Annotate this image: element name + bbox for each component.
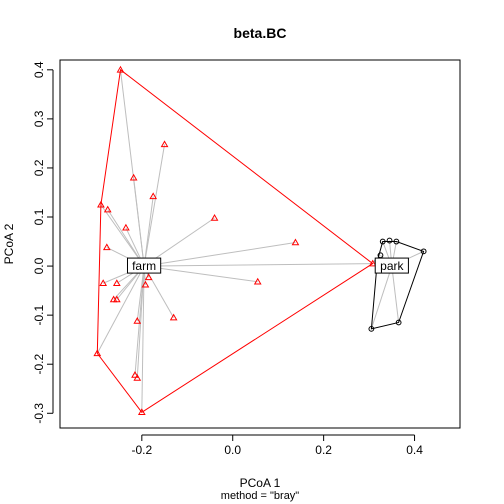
point-farm bbox=[97, 200, 105, 208]
point-farm bbox=[103, 205, 112, 213]
y-tick-label: 0.3 bbox=[32, 110, 46, 127]
point-farm bbox=[93, 349, 102, 357]
point-farm bbox=[160, 140, 169, 148]
group-hulls bbox=[96, 68, 425, 413]
point-park bbox=[393, 238, 400, 245]
spider-lines bbox=[96, 69, 424, 413]
point-park bbox=[386, 237, 393, 244]
point-park bbox=[395, 319, 402, 326]
x-tick-label: 0.0 bbox=[224, 443, 241, 457]
y-tick-label: 0.4 bbox=[32, 61, 46, 78]
method-subtitle: method = "bray" bbox=[221, 490, 300, 502]
y-tick-label: 0.0 bbox=[32, 257, 46, 274]
point-farm bbox=[253, 277, 262, 285]
group-label-box-park bbox=[374, 257, 409, 274]
spider-line-farm bbox=[100, 204, 145, 267]
point-farm bbox=[133, 317, 142, 324]
point-farm bbox=[210, 213, 219, 221]
spider-line-park bbox=[391, 266, 400, 323]
x-tick-label: -0.2 bbox=[131, 443, 152, 457]
y-tick-label: 0.1 bbox=[32, 208, 46, 225]
spider-line-park bbox=[370, 265, 393, 330]
x-axis-label: PCoA 1 bbox=[240, 476, 281, 490]
x-tick-label: 0.2 bbox=[315, 443, 332, 457]
x-tick-label: 0.4 bbox=[406, 443, 423, 457]
spider-line-farm bbox=[143, 144, 166, 267]
spider-line-farm bbox=[144, 263, 373, 267]
point-farm bbox=[144, 273, 153, 281]
point-farm bbox=[122, 223, 130, 231]
spider-line-farm bbox=[96, 265, 145, 354]
y-axis-label: PCoA 2 bbox=[2, 223, 16, 264]
point-farm bbox=[99, 279, 108, 287]
point-farm bbox=[169, 313, 178, 321]
point-farm bbox=[116, 65, 125, 73]
hull-farm bbox=[96, 68, 374, 413]
y-tick-label: -0.1 bbox=[32, 304, 46, 325]
point-farm bbox=[149, 192, 158, 200]
chart-title: beta.BC bbox=[234, 25, 287, 41]
point-farm bbox=[131, 371, 139, 378]
point-farm bbox=[112, 279, 121, 287]
point-park bbox=[368, 325, 375, 332]
spider-line-farm bbox=[144, 265, 258, 283]
point-farm bbox=[112, 295, 121, 303]
point-farm bbox=[133, 373, 142, 381]
point-farm bbox=[141, 280, 150, 288]
point-farm bbox=[102, 243, 111, 251]
point-farm bbox=[368, 259, 377, 267]
point-park bbox=[379, 238, 386, 245]
plot-frame bbox=[59, 59, 461, 429]
point-farm bbox=[291, 238, 300, 246]
y-tick-label: -0.2 bbox=[32, 354, 46, 375]
group-labels: farm park bbox=[126, 257, 409, 274]
spider-line-farm bbox=[133, 177, 145, 267]
point-farm bbox=[129, 173, 138, 181]
point-farm bbox=[137, 408, 146, 416]
group-label-box-farm bbox=[126, 257, 162, 274]
y-tick-label: -0.3 bbox=[32, 403, 46, 424]
spider-line-farm bbox=[141, 266, 145, 413]
y-tick-label: 0.2 bbox=[32, 159, 46, 176]
spider-line-farm bbox=[107, 209, 145, 267]
spider-line-farm bbox=[136, 266, 145, 378]
spider-line-farm bbox=[144, 242, 296, 267]
point-park bbox=[420, 248, 427, 255]
spider-line-farm bbox=[143, 196, 154, 267]
group-label-farm: farm bbox=[132, 259, 156, 273]
group-label-park: park bbox=[380, 259, 404, 273]
x-axis: -0.2 0.0 0.2 0.4 bbox=[131, 434, 423, 457]
y-axis: -0.3 -0.2 -0.1 0.0 0.1 0.2 0.3 0.4 bbox=[32, 61, 54, 424]
data-points bbox=[93, 65, 427, 416]
